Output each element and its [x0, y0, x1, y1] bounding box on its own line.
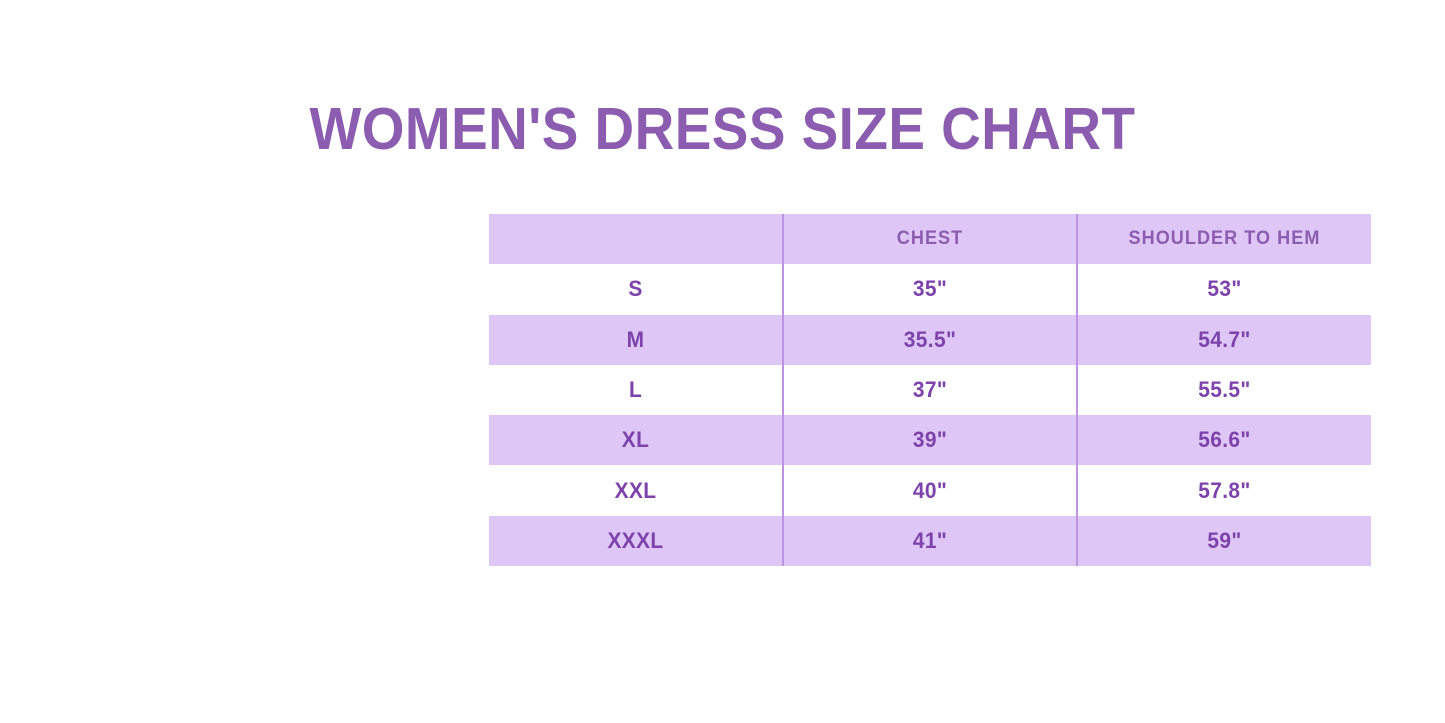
table-row: M 35.5" 54.7" [489, 314, 1371, 365]
cell-hem: 53" [1083, 264, 1364, 315]
table-header: CHEST SHOULDER TO HEM [489, 214, 1371, 265]
column-header-chest: CHEST [789, 214, 1070, 265]
column-header-size [496, 214, 775, 264]
cell-chest: 35" [789, 264, 1070, 315]
cell-size: XXL [614, 477, 657, 503]
cell-chest: 41" [789, 515, 1070, 567]
size-chart-table: CHEST SHOULDER TO HEM S 35" 53" M 35.5" … [489, 214, 1371, 567]
cell-size: XL [621, 427, 650, 453]
cell-hem: 54.7" [1083, 314, 1364, 365]
table-header-row: CHEST SHOULDER TO HEM [489, 214, 1371, 265]
cell-chest: 37" [789, 364, 1070, 416]
cell-size: L [628, 377, 643, 403]
cell-hem: 57.8" [1083, 465, 1364, 516]
cell-size: M [626, 326, 645, 352]
table-row: XXXL 41" 59" [489, 515, 1371, 567]
table-row: XXL 40" 57.8" [489, 465, 1371, 516]
cell-hem: 59" [1083, 515, 1364, 567]
cell-chest: 35.5" [789, 314, 1070, 365]
table-row: L 37" 55.5" [489, 364, 1371, 416]
cell-chest: 39" [789, 415, 1070, 466]
table-row: S 35" 53" [489, 264, 1371, 315]
cell-size: S [628, 276, 643, 302]
cell-size: XXXL [607, 527, 664, 553]
cell-chest: 40" [789, 465, 1070, 516]
table-row: XL 39" 56.6" [489, 415, 1371, 466]
table-body: S 35" 53" M 35.5" 54.7" L 37" 55.5" XL 3… [489, 264, 1371, 567]
cell-hem: 56.6" [1083, 415, 1364, 466]
column-header-shoulder-to-hem: SHOULDER TO HEM [1083, 214, 1364, 265]
page-title: WOMEN'S DRESS SIZE CHART [309, 95, 1136, 162]
cell-hem: 55.5" [1083, 364, 1364, 416]
size-chart-table-container: CHEST SHOULDER TO HEM S 35" 53" M 35.5" … [489, 214, 1371, 567]
